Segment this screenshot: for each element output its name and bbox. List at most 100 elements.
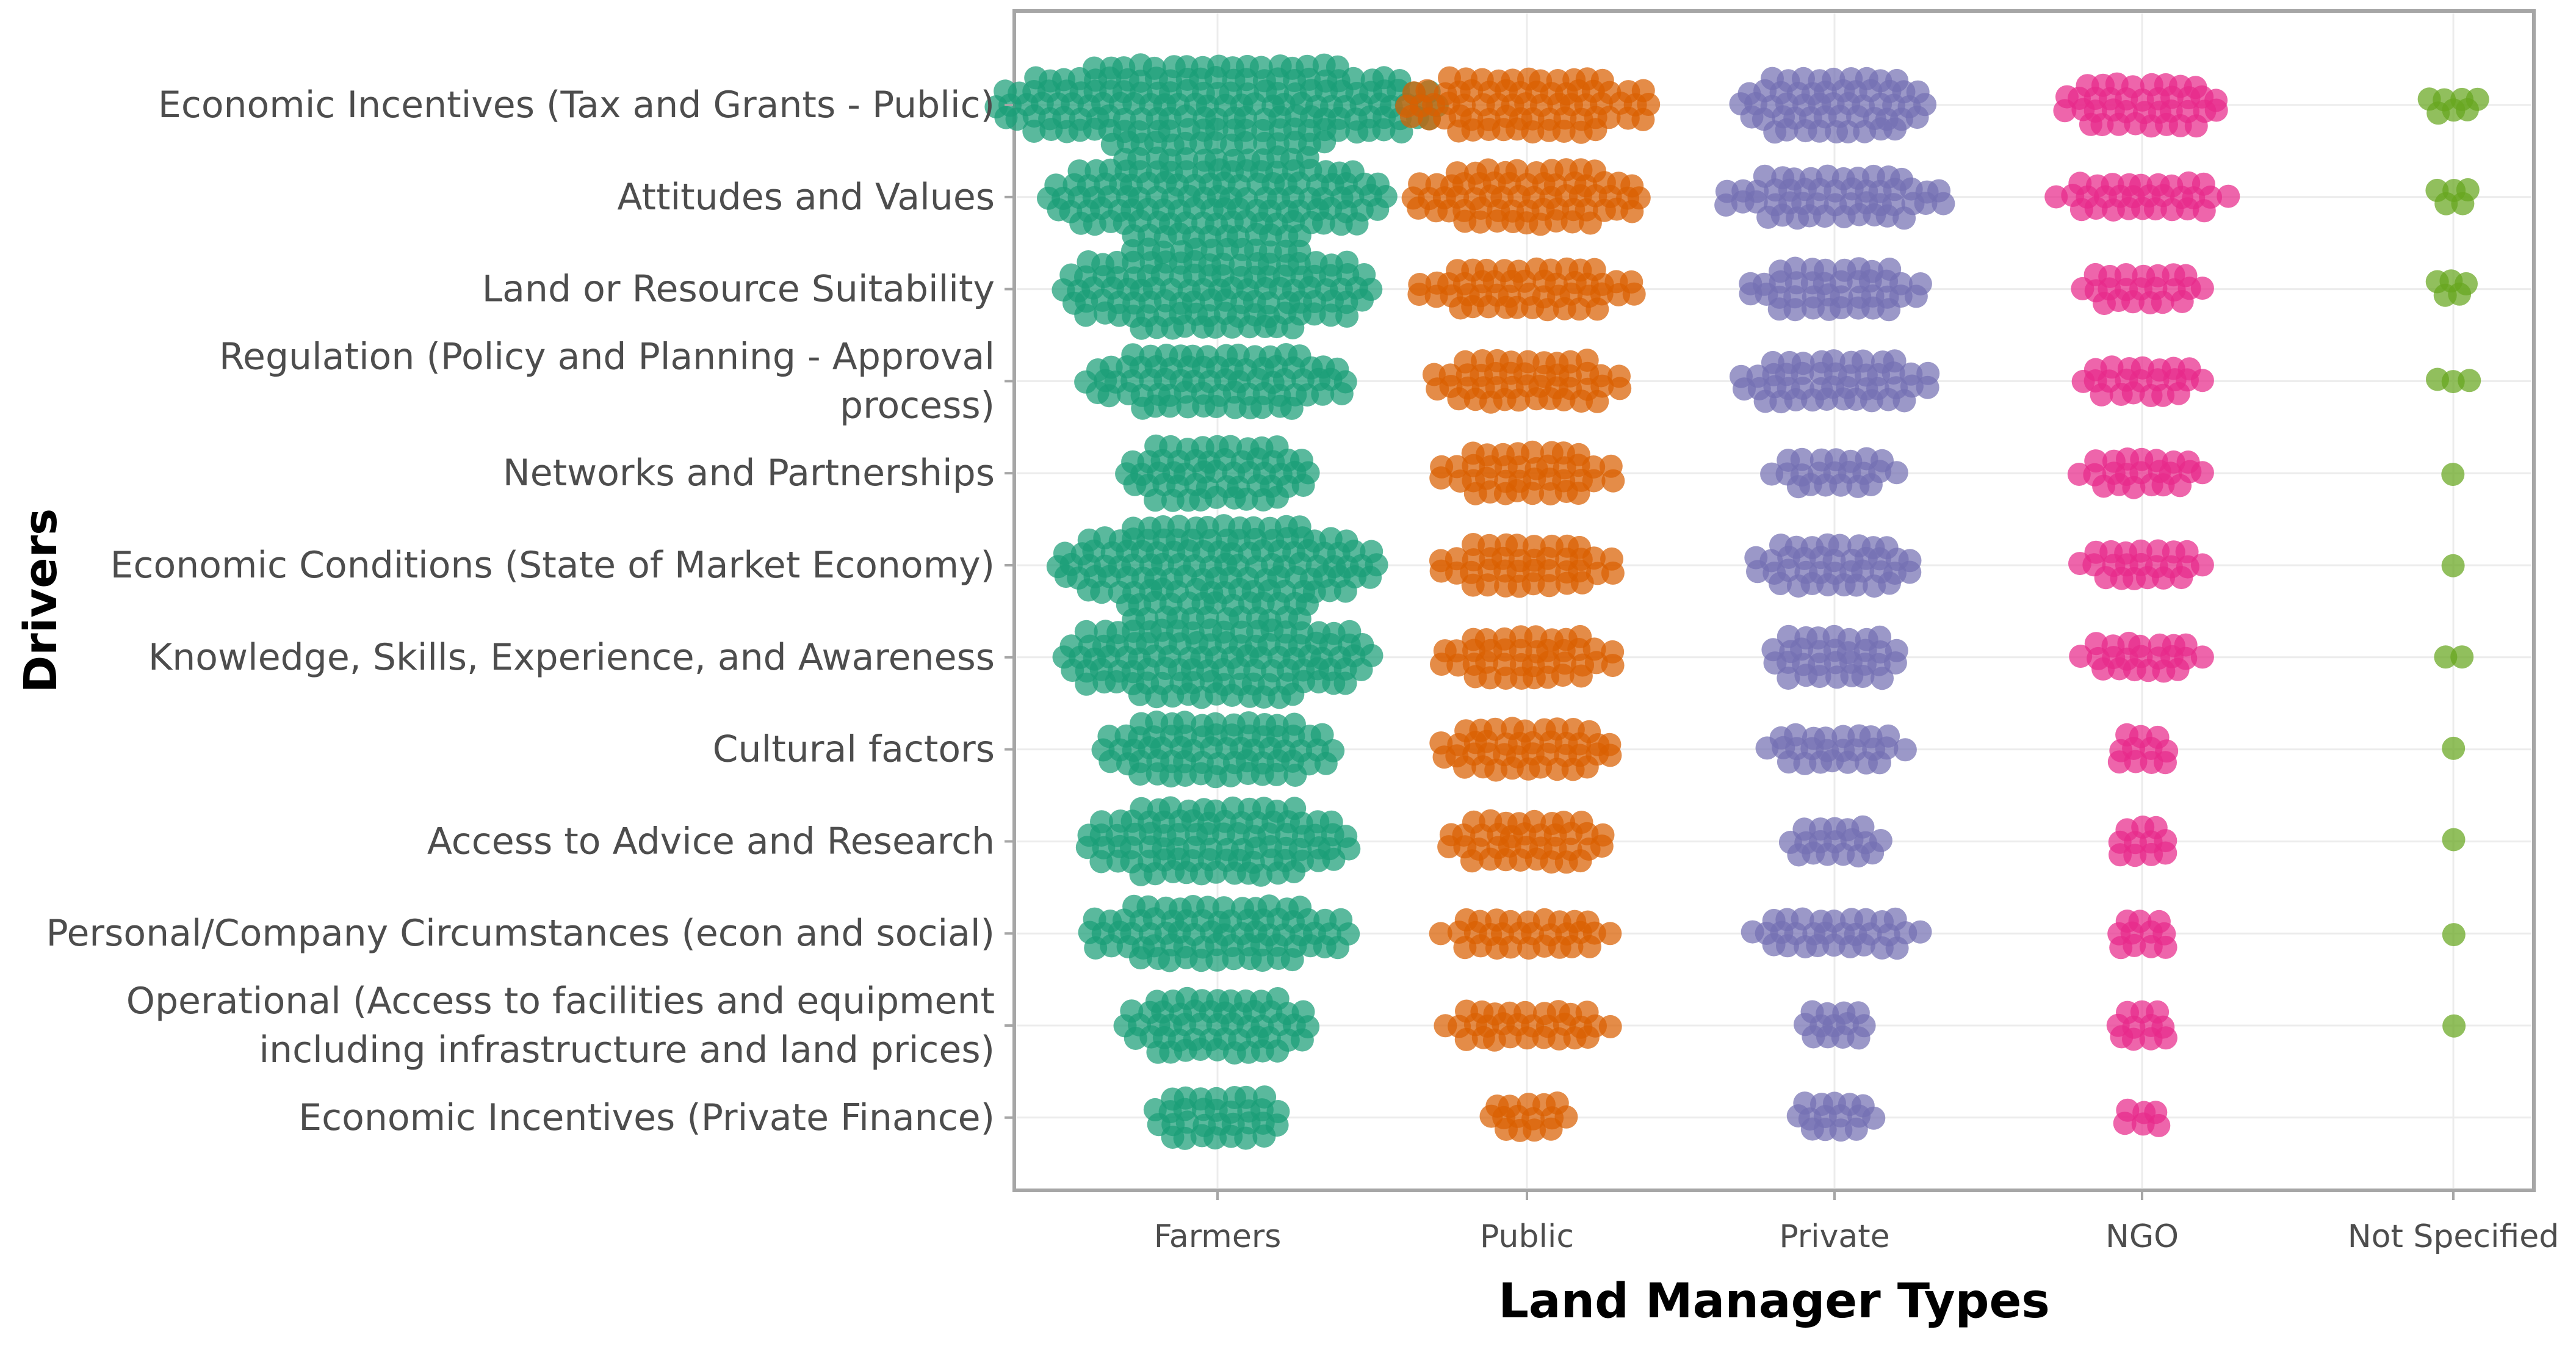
data-point [1507,388,1531,412]
data-point [1584,118,1607,142]
data-point [1460,849,1484,873]
data-point [1204,485,1228,509]
data-point [1430,653,1453,676]
data-point [1844,573,1868,597]
data-point [1776,934,1799,958]
data-point [1883,651,1907,675]
data-point [1222,947,1246,971]
data-point [2053,99,2077,123]
data-point [2190,645,2214,669]
data-point [2147,1113,2171,1137]
data-point [1437,835,1461,859]
data-point [1266,1039,1290,1063]
data-point [1620,200,1644,223]
data-point [1333,579,1357,603]
data-point [1829,296,1853,320]
data-point [1813,204,1836,228]
data-point [2184,114,2208,138]
data-point [2167,382,2190,405]
data-point [1576,1026,1600,1049]
data-point [1862,1106,1886,1130]
data-point [1313,130,1337,154]
data-point [2190,369,2214,393]
data-point [1280,396,1304,420]
data-point [1281,682,1305,706]
data-point [1128,762,1152,786]
data-point [1860,389,1883,413]
data-point [2434,645,2458,669]
data-point [2190,553,2214,577]
data-point [1885,936,1909,960]
data-point [2442,1014,2466,1038]
y-tick-label: Economic Incentives (Tax and Grants - Pu… [158,84,995,126]
data-point [2166,657,2190,681]
y-tick-label: Land or Resource Suitability [482,268,995,311]
data-point [1311,211,1335,235]
data-point [1097,384,1121,408]
data-point [1453,755,1476,779]
data-point [2090,113,2114,137]
data-point [1601,654,1625,678]
data-point [1932,192,1955,215]
data-point [1281,316,1305,339]
data-point [1234,1126,1258,1150]
data-point [1777,667,1800,690]
data-point [1878,571,1901,595]
data-point [1345,212,1369,236]
data-point [1893,738,1917,762]
data-point [2123,844,2147,867]
data-point [1100,934,1124,958]
data-point [1892,206,1916,230]
data-point [1578,211,1602,235]
data-point [1746,560,1769,584]
data-point [1022,120,1046,143]
data-point [2091,657,2115,681]
data-point [1290,1028,1314,1052]
data-point [1783,298,1807,322]
data-point [1552,388,1576,411]
data-point [2190,277,2214,300]
data-point [1291,474,1315,497]
y-tick-label: Access to Advice and Research [427,820,995,863]
data-point [2204,98,2228,122]
data-point [1366,197,1390,221]
data-point [1914,192,1938,215]
data-point [1806,934,1830,958]
data-point [1173,314,1197,338]
data-point [1755,736,1779,760]
data-point [1601,469,1625,493]
data-point [2152,566,2175,590]
data-point [2442,828,2466,852]
data-point [1916,375,1939,399]
data-point [1836,120,1860,143]
data-point [1569,664,1593,688]
data-point [1582,469,1606,493]
y-tick-label: Regulation (Policy and Planning - Approv… [219,335,995,427]
data-point [1883,117,1907,141]
data-point [1188,1038,1212,1061]
data-point [1326,936,1350,960]
data-point [1586,297,1609,321]
data-point [1567,482,1590,505]
data-point [2122,1027,2145,1051]
data-point [1234,131,1258,154]
data-point [1545,758,1569,781]
data-point [2458,369,2481,393]
data-point [1429,922,1452,946]
data-point [2122,476,2146,499]
data-point [1567,297,1591,321]
data-point [2170,290,2194,313]
data-point [1407,283,1431,306]
data-point [1282,860,1306,883]
data-point [2090,383,2113,407]
data-point [1586,389,1609,413]
data-point [1539,1117,1563,1141]
data-point [1219,764,1243,787]
data-point [1205,1038,1229,1062]
data-point [2448,282,2472,306]
data-point [2107,112,2130,136]
data-point [2151,291,2174,314]
data-point [2154,751,2177,775]
y-tick-label: Networks and Partnerships [503,452,995,494]
data-point [1861,841,1885,865]
